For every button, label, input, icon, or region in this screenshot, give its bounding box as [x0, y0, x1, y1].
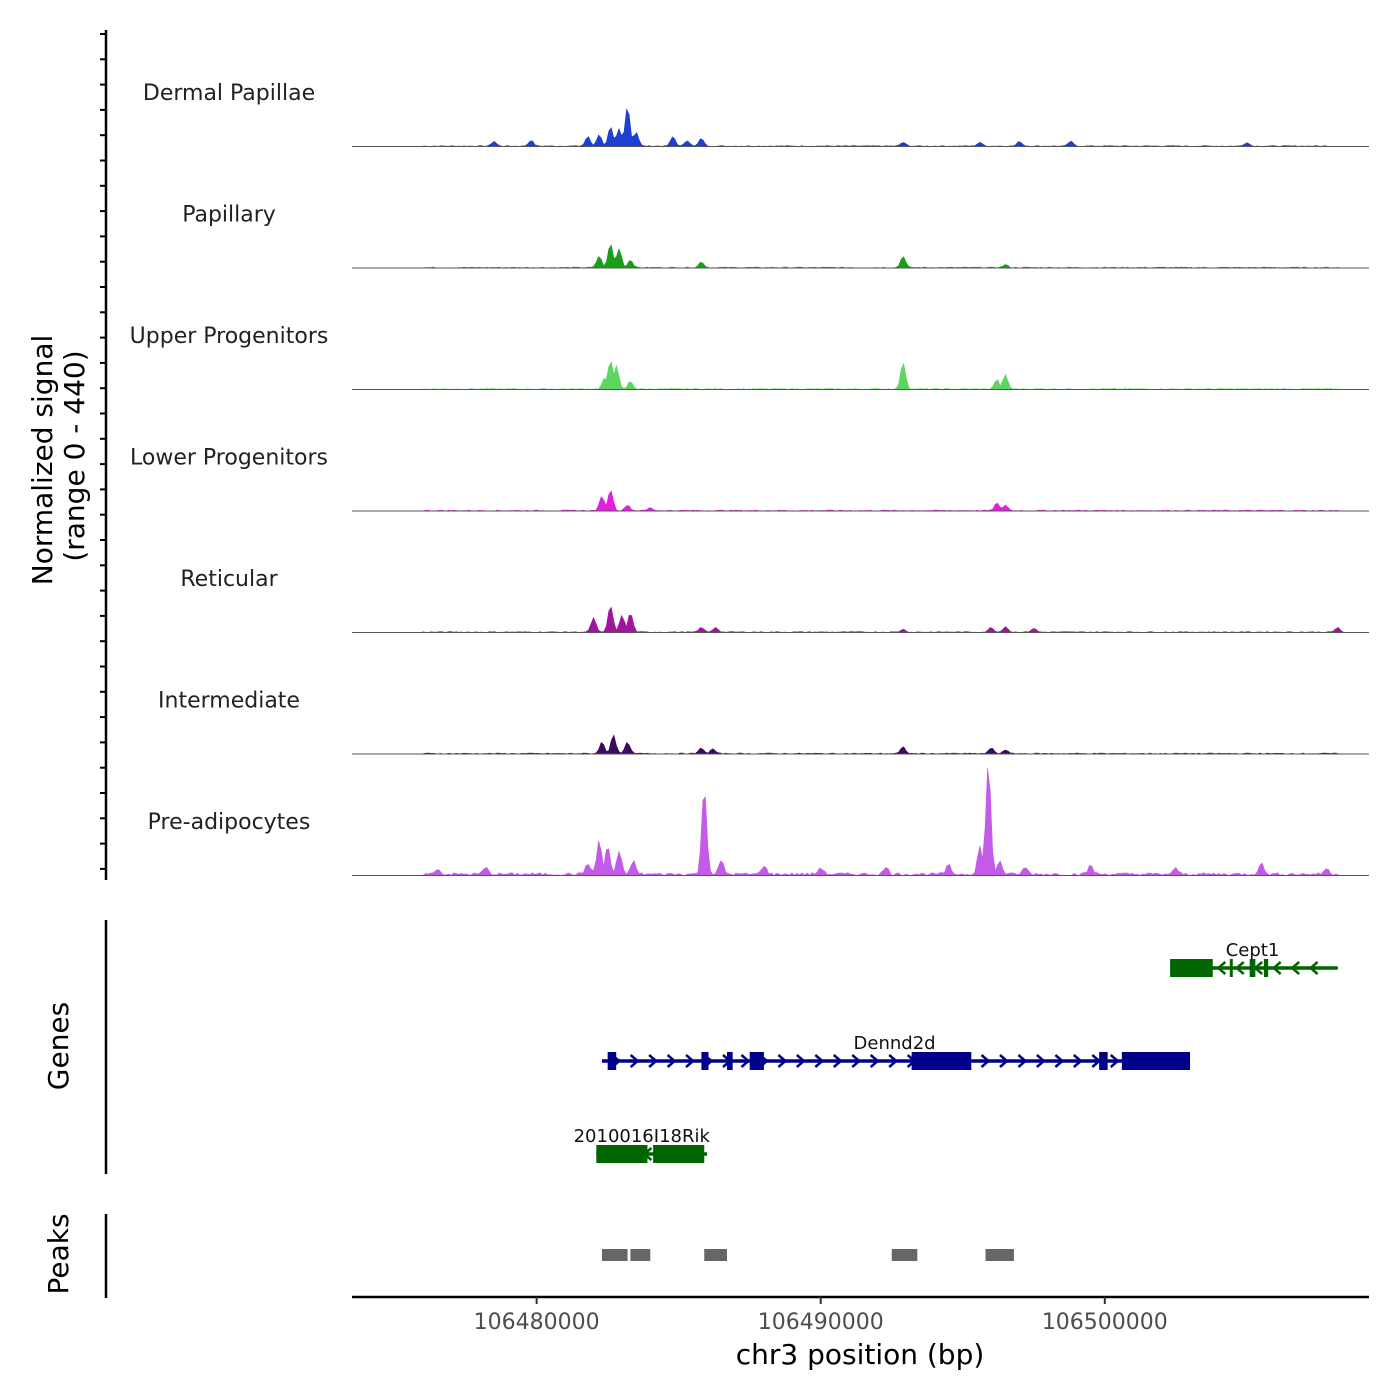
exon	[749, 1052, 764, 1070]
signal-tracks: Dermal Papillae Papillary Upper Progenitor…	[130, 81, 1369, 876]
track-label: Reticular	[180, 567, 278, 592]
x-ticks: 106480000 106490000 106500000	[474, 1297, 1168, 1335]
y-label-line2: (range 0 - 440)	[58, 350, 91, 561]
strand-arrow	[1234, 961, 1245, 975]
x-tick-label: 106480000	[474, 1310, 600, 1335]
coverage-area	[352, 361, 1369, 390]
track-label: Lower Progenitors	[130, 446, 328, 471]
strand-arrow	[648, 1054, 659, 1068]
strand-arrow	[1073, 1054, 1083, 1068]
peak-region	[891, 1249, 918, 1261]
exon	[701, 1052, 709, 1070]
strand-arrow	[777, 1054, 788, 1068]
gene-models: Cept1 Dennd2d 2010016I18Rik	[574, 940, 1338, 1163]
strand-arrow	[1290, 961, 1300, 975]
x-tick-label: 106490000	[758, 1310, 884, 1335]
y-label-line1: Normalized signal	[26, 335, 59, 586]
track-pre-adipocytes: Pre-adipocytes	[148, 768, 1369, 876]
track-label: Papillary	[182, 203, 276, 228]
strand-arrow	[1017, 1054, 1028, 1068]
gene-label: 2010016I18Rik	[574, 1126, 711, 1147]
track-intermediate: Intermediate	[158, 689, 1369, 755]
track-reticular: Reticular	[180, 567, 1369, 633]
exon	[1229, 959, 1233, 977]
signal-y-ticks	[100, 33, 106, 870]
track-label: Upper Progenitors	[130, 324, 329, 349]
exon	[596, 1145, 648, 1163]
gene-label: Dennd2d	[854, 1033, 936, 1054]
track-lower-progenitors: Lower Progenitors	[130, 446, 1369, 512]
strand-arrow	[832, 1054, 843, 1068]
gene-2010016i18rik: 2010016I18Rik	[574, 1126, 711, 1163]
strand-arrow	[666, 1054, 677, 1068]
coverage-area	[352, 490, 1369, 512]
gene-label: Cept1	[1226, 940, 1280, 961]
exon	[726, 1052, 733, 1070]
strand-arrow	[1216, 961, 1227, 975]
peak-regions	[601, 1249, 1014, 1261]
strand-arrow	[1054, 1054, 1065, 1068]
peak-region	[630, 1249, 651, 1261]
coverage-area	[352, 734, 1369, 755]
peaks-panel-label: Peaks	[42, 1213, 75, 1294]
genes-panel-label: Genes	[42, 1002, 75, 1090]
exon	[1170, 959, 1213, 977]
exon	[1249, 959, 1256, 977]
strand-arrow	[685, 1054, 695, 1068]
strand-arrow	[740, 1054, 751, 1068]
coverage-area	[352, 244, 1369, 269]
track-upper-progenitors: Upper Progenitors	[130, 324, 1369, 390]
peak-region	[985, 1249, 1014, 1261]
track-label: Dermal Papillae	[143, 81, 315, 106]
exon	[607, 1052, 617, 1070]
peak-region	[601, 1249, 628, 1261]
strand-arrow	[888, 1054, 899, 1068]
strand-arrow	[1271, 961, 1282, 975]
strand-arrow	[999, 1054, 1009, 1068]
strand-arrow	[629, 1054, 640, 1068]
exon	[911, 1052, 972, 1070]
strand-arrow	[980, 1054, 991, 1068]
track-dermal-papillae: Dermal Papillae	[143, 81, 1369, 147]
coverage-area	[352, 768, 1369, 876]
gene-dennd2d: Dennd2d	[601, 1033, 1191, 1070]
exon	[1121, 1052, 1191, 1070]
x-axis-label: chr3 position (bp)	[736, 1338, 985, 1371]
track-papillary: Papillary	[182, 203, 1369, 269]
strand-arrow	[851, 1054, 862, 1068]
exon	[1263, 959, 1269, 977]
track-label: Pre-adipocytes	[148, 810, 311, 835]
exon	[1099, 1052, 1108, 1070]
strand-arrow	[796, 1054, 806, 1068]
strand-arrow	[869, 1054, 880, 1068]
x-tick-label: 106500000	[1042, 1310, 1168, 1335]
coverage-area	[352, 606, 1369, 633]
track-label: Intermediate	[158, 689, 300, 714]
peak-region	[704, 1249, 727, 1261]
coverage-area	[352, 108, 1369, 147]
strand-arrow	[1036, 1054, 1046, 1068]
strand-arrow	[1308, 961, 1319, 975]
strand-arrow	[1109, 1054, 1120, 1068]
gene-cept1: Cept1	[1170, 940, 1338, 977]
exon	[653, 1145, 705, 1163]
signal-y-label: Normalized signal (range 0 - 440)	[26, 335, 91, 586]
strand-arrow	[814, 1054, 825, 1068]
